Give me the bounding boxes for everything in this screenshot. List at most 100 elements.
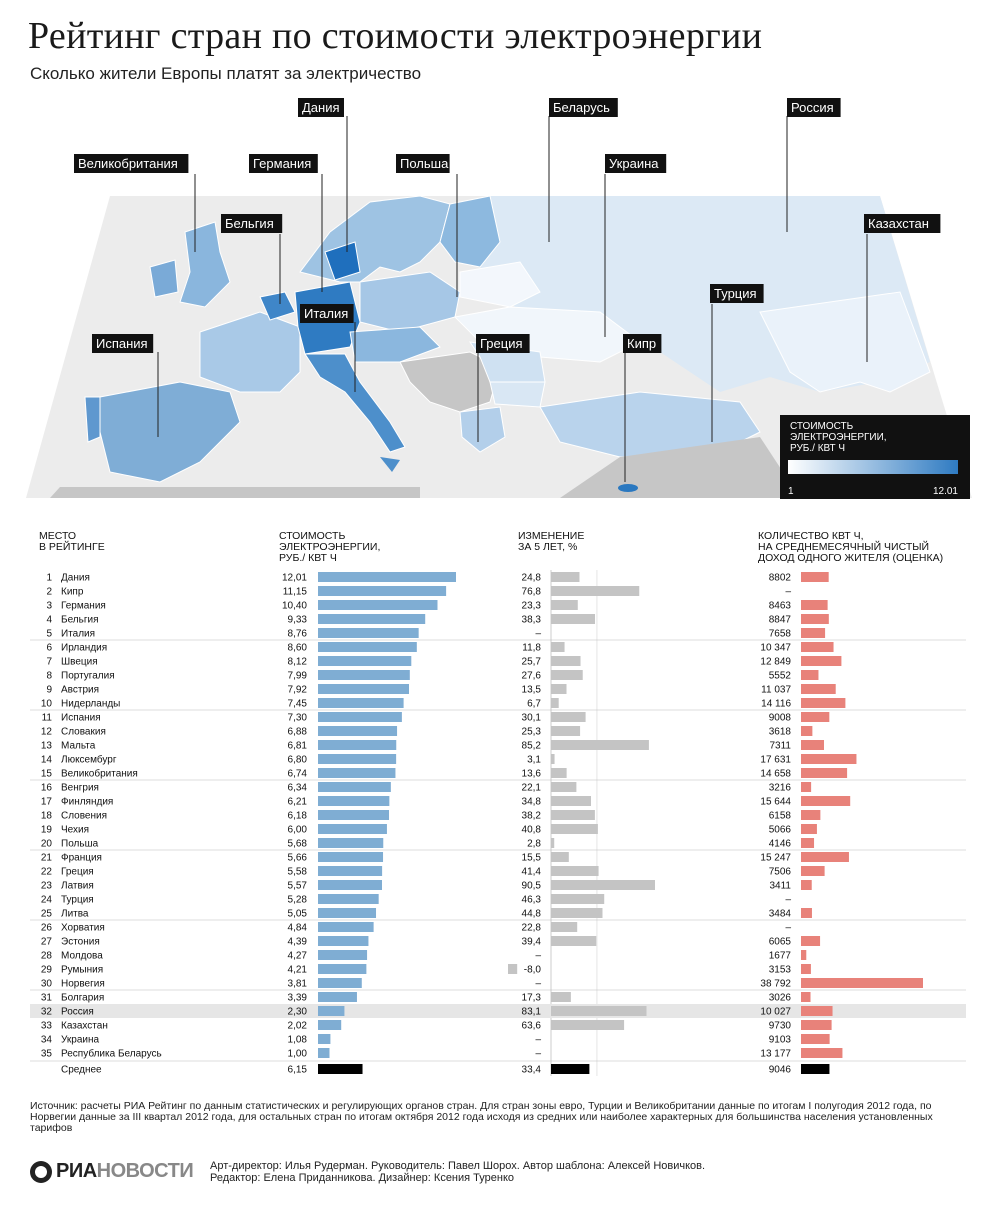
income-value: 9730 xyxy=(769,1021,792,1032)
income-bar xyxy=(801,614,829,624)
change-value: 40,8 xyxy=(522,825,542,836)
income-bar xyxy=(801,1048,843,1058)
country-name: Испания xyxy=(61,713,101,724)
map-label-text: Великобритания xyxy=(78,156,178,171)
income-bar xyxy=(801,628,826,638)
rank-number: 28 xyxy=(41,951,53,962)
cost-bar xyxy=(318,642,417,652)
table-row: 8 Португалия 7,99 27,6 5552 xyxy=(46,670,819,682)
cost-value: 3,81 xyxy=(288,979,308,990)
income-value: 5066 xyxy=(769,825,792,836)
map-label: Бельгия xyxy=(221,214,283,233)
cost-value: 5,58 xyxy=(288,867,308,878)
change-value: 3,1 xyxy=(527,755,541,766)
region-belgium xyxy=(259,291,296,321)
table-row: 19 Чехия 6,00 40,8 5066 xyxy=(41,824,817,836)
cost-value: 11,15 xyxy=(283,587,308,598)
change-value: – xyxy=(535,979,541,990)
income-value: 8847 xyxy=(769,615,792,626)
cost-value: 1,08 xyxy=(288,1035,308,1046)
change-value: 38,3 xyxy=(522,615,542,626)
table-row: 1 Дания 12,01 24,8 8802 xyxy=(46,572,829,584)
cost-bar xyxy=(318,1020,342,1030)
rank-number: 27 xyxy=(41,937,53,948)
legend-gradient xyxy=(788,460,958,474)
table-row: 11 Испания 7,30 30,1 9008 xyxy=(30,709,966,724)
cost-bar xyxy=(318,768,396,778)
income-bar xyxy=(801,810,821,820)
rating-table-chart: 1 Дания 12,01 24,8 8802 2 Кипр 11,15 76,8 – 3 Герма… xyxy=(30,570,966,1076)
rank-number: 34 xyxy=(41,1035,53,1046)
cost-bar xyxy=(318,936,369,946)
income-bar xyxy=(801,1020,832,1030)
table-row: 33 Казахстан 2,02 63,6 9730 xyxy=(41,1020,832,1032)
change-value: – xyxy=(535,629,541,640)
table-row: 34 Украина 1,08 – 9103 xyxy=(41,1034,830,1046)
income-value: 3484 xyxy=(769,909,792,920)
change-bar xyxy=(551,740,649,750)
region-italy xyxy=(304,353,406,453)
change-value: 6,7 xyxy=(527,699,541,710)
country-name: Кипр xyxy=(61,587,84,598)
change-value: 2,8 xyxy=(527,839,541,850)
cost-bar xyxy=(318,950,368,960)
country-name: Италия xyxy=(61,629,95,640)
change-value: 13,5 xyxy=(522,685,542,696)
cost-value: 9,33 xyxy=(288,615,308,626)
change-value: 17,3 xyxy=(522,993,542,1004)
change-value: 44,8 xyxy=(522,909,542,920)
income-bar xyxy=(801,740,824,750)
table-row: 26 Хорватия 4,84 22,8 – xyxy=(30,919,966,934)
change-value: 41,4 xyxy=(522,867,542,878)
region-spain xyxy=(99,381,241,483)
cost-value: 6,21 xyxy=(288,797,308,808)
income-value: 6158 xyxy=(769,811,792,822)
cost-bar xyxy=(318,796,390,806)
change-bar xyxy=(551,600,578,610)
income-bar xyxy=(801,768,848,778)
country-name: Португалия xyxy=(61,671,115,682)
cost-value: 8,12 xyxy=(288,657,308,668)
country-name: Австрия xyxy=(61,685,99,696)
table-row: 24 Турция 5,28 46,3 – xyxy=(41,894,791,906)
change-bar xyxy=(551,754,555,764)
rank-number: 12 xyxy=(41,727,53,738)
average-label: Среднее xyxy=(61,1065,102,1076)
change-bar xyxy=(551,768,567,778)
page-title: Рейтинг стран по стоимости электроэнерги… xyxy=(28,15,763,57)
map-label-text: Польша xyxy=(400,156,449,171)
cost-value: 6,81 xyxy=(288,741,308,752)
change-bar xyxy=(551,726,581,736)
cost-bar xyxy=(318,698,404,708)
income-bar xyxy=(801,992,811,1002)
income-value: 10 347 xyxy=(760,643,791,654)
income-value: 12 849 xyxy=(760,657,791,668)
income-bar xyxy=(801,880,812,890)
map-label: Казахстан xyxy=(864,214,941,233)
cost-value: 4,39 xyxy=(288,937,308,948)
income-value: 4146 xyxy=(769,839,792,850)
income-value: 3153 xyxy=(769,965,792,976)
cost-value: 8,76 xyxy=(288,629,308,640)
income-value: – xyxy=(785,587,791,598)
credits-line-1: Арт-директор: Илья Рудерман. Руководител… xyxy=(210,1160,706,1172)
change-value: 90,5 xyxy=(522,881,542,892)
cost-value: 6,80 xyxy=(288,755,308,766)
rank-number: 23 xyxy=(41,881,53,892)
logo-text-ria: РИА xyxy=(56,1160,97,1182)
map-label-text: Италия xyxy=(304,306,348,321)
income-value: 13 177 xyxy=(760,1049,791,1060)
table-row: 3 Германия 10,40 23,3 8463 xyxy=(46,600,828,612)
rank-number: 33 xyxy=(41,1021,53,1032)
average-row: Среднее 6,15 33,4 9046 xyxy=(30,1060,966,1076)
change-value: -8,0 xyxy=(524,965,542,976)
cost-bar xyxy=(318,992,357,1002)
rank-number: 32 xyxy=(41,1007,53,1018)
income-bar xyxy=(801,1006,833,1016)
change-value: 15,5 xyxy=(522,853,542,864)
change-bar xyxy=(551,894,605,904)
income-value: 3026 xyxy=(769,993,792,1004)
region-portugal xyxy=(84,396,101,443)
map-label-text: Испания xyxy=(96,336,148,351)
change-value: 76,8 xyxy=(522,587,542,598)
